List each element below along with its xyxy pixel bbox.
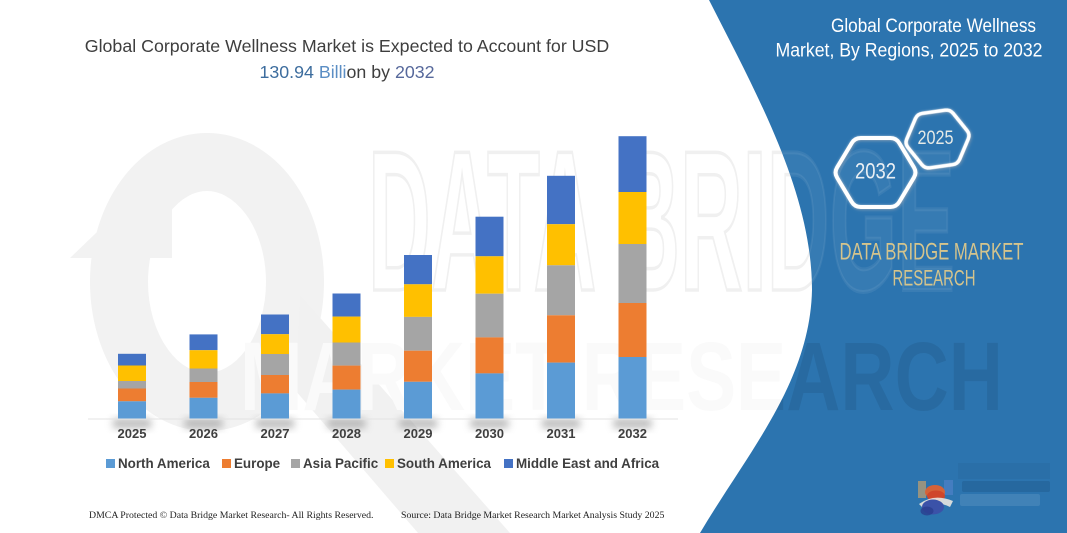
svg-text:DATA BRIDGE MARKET: DATA BRIDGE MARKET [840, 239, 1024, 266]
svg-text:DATA BRIDGE: DATA BRIDGE [368, 110, 955, 333]
svg-text:MARKET RESEARCH: MARKET RESEARCH [240, 322, 1003, 431]
svg-text:RESEARCH: RESEARCH [893, 266, 976, 291]
svg-text:2025: 2025 [918, 127, 954, 149]
svg-text:Global Corporate Wellness: Global Corporate Wellness [831, 16, 1036, 37]
svg-text:Market, By Regions, 2025 to 20: Market, By Regions, 2025 to 2032 [776, 40, 1043, 61]
svg-text:2032: 2032 [855, 159, 896, 184]
